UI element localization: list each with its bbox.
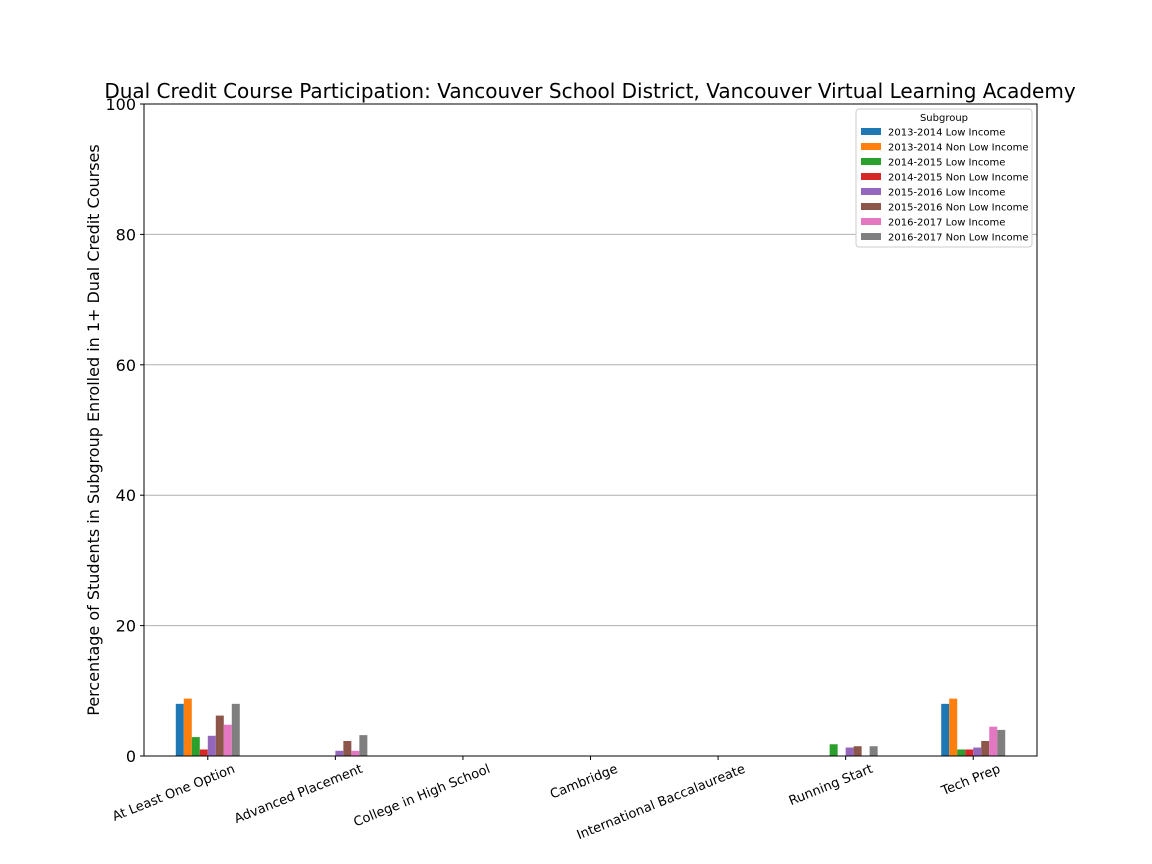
chart-title: Dual Credit Course Participation: Vancou… [104,79,1076,103]
bar [997,729,1006,756]
legend-swatch [861,128,881,135]
legend-swatch [861,188,881,195]
bar [957,749,966,756]
legend-swatch [861,173,881,180]
legend-label: 2014-2015 Low Income [888,158,1005,169]
bar [941,703,950,756]
bar [853,746,862,756]
y-tick-label: 40 [116,486,136,505]
bar [351,750,360,756]
bars [175,698,1006,756]
bar [989,726,998,756]
y-tick-label: 0 [126,747,136,766]
x-tick-label: At Least One Option [110,762,237,825]
legend-label: 2015-2016 Non Low Income [888,203,1028,214]
legend-swatch [861,158,881,165]
bar [869,746,878,756]
legend-swatch [861,203,881,210]
y-axis-ticks: 0 20 40 60 80 100 [105,95,144,766]
x-tick-label: Tech Prep [939,762,1003,800]
legend-label: 2013-2014 Non Low Income [888,143,1028,154]
bar [845,747,854,756]
bar [973,747,982,756]
bar [965,749,974,756]
x-tick-label: Advanced Placement [232,762,365,827]
x-tick-label: Cambridge [548,762,620,803]
legend-box [855,108,1033,248]
y-tick-label: 20 [116,617,136,636]
legend: Subgroup 2013-2014 Low Income 2013-2014 N… [855,108,1033,248]
legend-swatch [861,143,881,150]
bar [335,750,344,756]
gridlines [144,233,1037,627]
y-tick-label: 100 [105,95,136,114]
bar [175,703,184,756]
bar [199,749,208,756]
y-axis-label: Percentage of Students in Subgroup Enrol… [84,144,103,715]
bar [191,737,200,756]
legend-label: 2013-2014 Low Income [888,128,1005,139]
bar [829,744,838,756]
legend-title: Subgroup [920,113,968,124]
bar [207,735,216,756]
legend-label: 2014-2015 Non Low Income [888,173,1028,184]
bar [215,715,224,756]
y-tick-label: 60 [116,356,136,375]
x-tick-label: Running Start [787,762,875,809]
bar [183,698,192,756]
bar [359,735,368,756]
x-tick-label: College in High School [352,762,493,831]
legend-label: 2016-2017 Non Low Income [888,233,1028,244]
y-tick-label: 80 [116,225,136,244]
legend-label: 2016-2017 Low Income [888,218,1005,229]
legend-swatch [861,218,881,225]
bar [223,724,232,756]
bar [343,741,352,756]
legend-swatch [861,233,881,240]
bar [981,741,990,756]
bar [949,698,958,756]
legend-label: 2015-2016 Low Income [888,188,1005,199]
bar [231,703,240,756]
